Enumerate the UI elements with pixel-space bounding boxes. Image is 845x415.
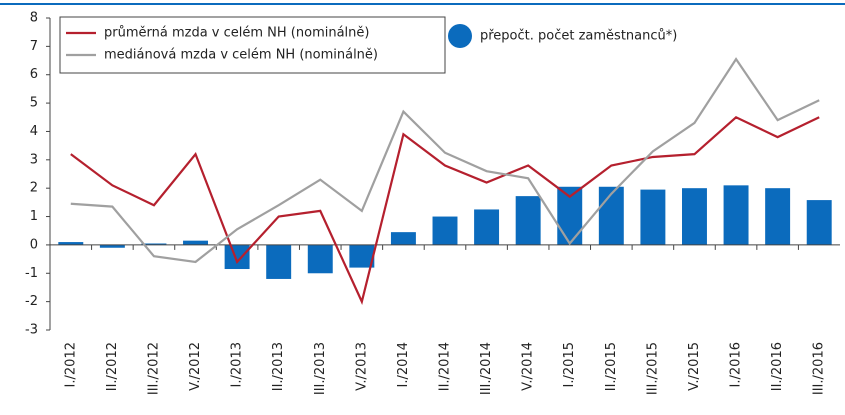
bar [266,244,292,279]
bar [99,244,125,248]
bar [474,209,500,245]
x-tick-label: III./2016 [812,342,827,395]
bar [58,242,84,245]
bar [141,243,167,245]
bar [723,185,749,245]
x-tick-label: I./2012 [63,342,78,387]
bar [432,216,458,245]
y-tick-label: 1 [30,209,38,224]
x-tick-label: III./2015 [645,342,660,395]
x-tick-label: II./2013 [271,342,286,391]
line [70,115,820,305]
x-tick-label: I./2016 [729,342,744,387]
y-tick-label: 6 [30,67,38,82]
legend-label: přepočt. počet zaměstnanců*) [480,29,677,44]
legend-label: mediánová mzda v celém NH (nominálně) [104,48,378,63]
x-tick-label: III./2014 [479,342,494,395]
x-tick-label: V./2012 [188,342,203,391]
x-tick-label: II./2014 [438,342,453,391]
x-tick-label: I./2015 [562,342,577,387]
x-tick-label: I./2014 [396,342,411,387]
legend-label: průměrná mzda v celém NH (nominálně) [104,26,369,41]
x-tick-label: V./2013 [354,342,369,391]
x-tick-label: V./2015 [687,342,702,391]
y-tick-label: -2 [25,294,38,309]
x-tick-label: III./2012 [146,342,161,395]
bar [390,232,416,245]
x-tick-label: V./2014 [521,342,536,391]
bar [349,244,375,268]
bar [640,189,666,245]
legend-box [59,16,446,74]
bar [183,240,208,245]
line [70,57,820,264]
bar [765,188,791,245]
y-tick-label: 3 [30,152,38,167]
bar [682,188,707,245]
bar [598,186,624,245]
x-tick-label: II./2016 [770,342,785,391]
y-tick-label: 5 [30,96,38,111]
x-tick-label: II./2012 [105,342,120,391]
y-tick-label: 8 [30,11,38,26]
x-tick-label: II./2015 [604,342,619,391]
bar [806,200,832,245]
y-tick-label: 0 [30,237,38,252]
bar [307,244,333,274]
bar [515,196,541,245]
y-tick-label: -3 [25,323,38,338]
bar [224,244,250,270]
x-tick-label: I./2013 [230,342,245,387]
y-tick-label: -1 [25,266,38,281]
y-tick-label: 7 [30,39,38,54]
y-tick-label: 2 [30,181,38,196]
y-tick-label: 4 [30,124,38,139]
legend-swatch [448,24,472,48]
x-tick-label: III./2013 [313,342,328,395]
